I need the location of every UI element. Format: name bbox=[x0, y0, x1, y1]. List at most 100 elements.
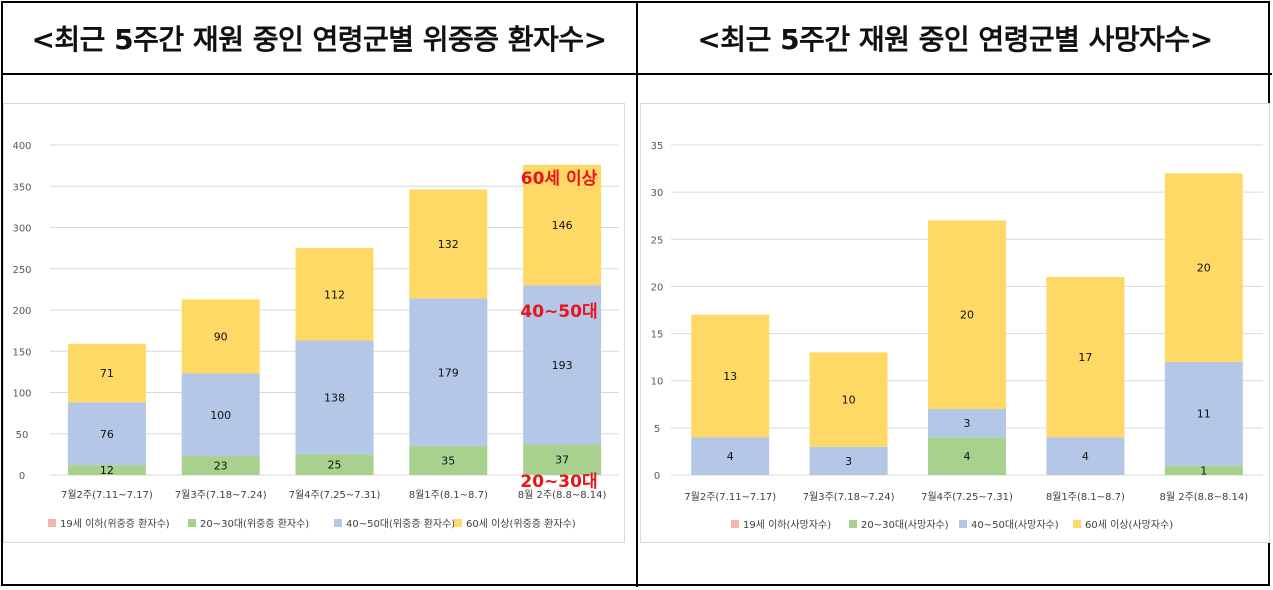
data-label: 3 bbox=[845, 455, 852, 468]
data-label: 4 bbox=[727, 450, 734, 463]
x-category-label: 8월1주(8.1~8.7) bbox=[1046, 491, 1125, 503]
data-label: 193 bbox=[552, 359, 573, 372]
data-label: 25 bbox=[328, 459, 342, 472]
bar-segment bbox=[523, 444, 602, 475]
x-category-label: 7월4주(7.25~7.31) bbox=[289, 489, 381, 501]
data-label: 90 bbox=[214, 330, 228, 343]
legend-swatch bbox=[454, 519, 462, 527]
data-label: 71 bbox=[100, 367, 114, 380]
bar-segment bbox=[1164, 173, 1243, 362]
data-label: 4 bbox=[964, 450, 971, 463]
header-divider bbox=[1, 73, 1272, 75]
y-tick-label: 200 bbox=[12, 306, 31, 317]
bar-segment bbox=[523, 285, 602, 445]
bar-segment bbox=[809, 352, 888, 447]
data-label: 112 bbox=[324, 288, 345, 301]
x-category-label: 8월 2주(8.8~8.14) bbox=[1159, 491, 1248, 503]
y-tick-label: 10 bbox=[651, 377, 664, 388]
icu-chart-area: 0 50 100 150 200 250 300 350 400 12 76 71 7월2주(7.11~… bbox=[3, 103, 625, 543]
data-label: 100 bbox=[210, 409, 231, 422]
y-tick-label: 300 bbox=[12, 224, 31, 235]
legend-label: 19세 이하(사망자수) bbox=[743, 518, 831, 531]
data-label: 20 bbox=[960, 309, 974, 322]
data-label: 3 bbox=[964, 417, 971, 430]
annotation-60-plus: 60세 이상 bbox=[521, 169, 598, 189]
y-tick-label: 0 bbox=[19, 471, 25, 482]
bar-segment bbox=[691, 437, 770, 475]
legend-label: 40~50대(위중증 환자수) bbox=[346, 517, 455, 530]
data-label: 17 bbox=[1078, 351, 1092, 364]
bar-segment bbox=[409, 446, 488, 475]
data-label: 23 bbox=[214, 460, 228, 473]
y-tick-label: 25 bbox=[651, 235, 664, 246]
legend-swatch bbox=[188, 519, 196, 527]
y-tick-label: 5 bbox=[654, 424, 660, 435]
death-stacked-bar-chart: 051015202530354137월2주(7.11~7.17)3107월3주(… bbox=[651, 141, 1263, 531]
legend-label: 20~30대(사망자수) bbox=[861, 519, 949, 531]
data-label: 138 bbox=[324, 391, 345, 404]
legend-swatch bbox=[334, 519, 342, 527]
y-tick-label: 150 bbox=[12, 347, 31, 358]
bar-segment bbox=[1046, 437, 1125, 475]
y-tick-label: 350 bbox=[12, 182, 31, 193]
bar-segment bbox=[523, 164, 602, 286]
data-label: 179 bbox=[438, 366, 459, 379]
icu-stacked-bar-chart: 0 50 100 150 200 250 300 350 400 12 76 71 7월2주(7.11~… bbox=[12, 141, 619, 530]
data-label: 10 bbox=[842, 394, 856, 407]
legend-swatch bbox=[849, 520, 857, 528]
bar-segment bbox=[67, 402, 146, 466]
bar-segment bbox=[409, 298, 488, 447]
right-panel-title: <최근 5주간 재원 중인 연령군별 사망자수> bbox=[697, 23, 1213, 56]
y-tick-label: 35 bbox=[651, 141, 664, 152]
legend-label: 20~30대(위중증 환자수) bbox=[200, 517, 309, 530]
y-tick-label: 20 bbox=[651, 282, 664, 293]
data-label: 4 bbox=[1082, 450, 1089, 463]
data-label: 35 bbox=[441, 455, 455, 468]
bar-segment bbox=[295, 248, 374, 341]
data-label: 76 bbox=[100, 428, 114, 441]
panel-divider bbox=[636, 1, 638, 587]
legend-label: 40~50대(사망자수) bbox=[971, 519, 1059, 531]
left-panel-title: <최근 5주간 재원 중인 연령군별 위중증 환자수> bbox=[31, 23, 607, 56]
x-category-label: 7월3주(7.18~7.24) bbox=[803, 491, 895, 503]
legend-swatch bbox=[1073, 520, 1081, 528]
bar-segment bbox=[928, 220, 1006, 409]
bar-segment bbox=[181, 373, 260, 457]
y-tick-label: 400 bbox=[12, 141, 31, 152]
y-tick-label: 250 bbox=[12, 265, 31, 276]
x-category-label: 7월4주(7.25~7.31) bbox=[921, 491, 1013, 503]
x-category-label: 8월 2주(8.8~8.14) bbox=[518, 489, 607, 501]
legend-swatch bbox=[959, 520, 967, 528]
data-label: 20 bbox=[1197, 262, 1211, 275]
x-category-label: 7월3주(7.18~7.24) bbox=[175, 489, 267, 501]
bar-segment bbox=[1164, 361, 1243, 466]
bar-segment bbox=[809, 446, 888, 475]
annotation-20-30s: 20~30대 bbox=[520, 472, 597, 492]
legend-label: 60세 이상(사망자수) bbox=[1085, 519, 1173, 531]
legend-label: 60세 이상(위중증 환자수) bbox=[466, 517, 576, 530]
bar-segment bbox=[1164, 465, 1243, 475]
legend-swatch bbox=[48, 519, 56, 527]
y-tick-label: 15 bbox=[651, 330, 664, 341]
data-label: 1 bbox=[1200, 464, 1207, 477]
death-chart-area: 0 5 10 15 20 25 30 35 4 13 7월2주(7.11~7.17) 3 10 7월3주(… bbox=[640, 103, 1270, 543]
y-tick-label: 50 bbox=[16, 430, 29, 441]
y-tick-label: 30 bbox=[651, 188, 664, 199]
y-tick-label: 0 bbox=[654, 471, 660, 482]
data-label: 37 bbox=[555, 454, 569, 467]
x-category-label: 8월1주(8.1~8.7) bbox=[409, 489, 488, 501]
bar-segment bbox=[691, 314, 770, 438]
bar-segment bbox=[928, 409, 1006, 438]
bar-segment bbox=[67, 465, 146, 475]
y-tick-label: 100 bbox=[12, 389, 31, 400]
bar-segment bbox=[67, 343, 146, 403]
data-label: 11 bbox=[1197, 408, 1211, 421]
bar-segment bbox=[181, 456, 260, 475]
bar-segment bbox=[181, 299, 260, 374]
data-label: 12 bbox=[100, 464, 114, 477]
annotation-40-50s: 40~50대 bbox=[520, 302, 597, 322]
data-label: 132 bbox=[438, 238, 459, 251]
bar-segment bbox=[295, 340, 374, 455]
x-category-label: 7월2주(7.11~7.17) bbox=[61, 489, 153, 501]
data-label: 13 bbox=[723, 370, 737, 383]
